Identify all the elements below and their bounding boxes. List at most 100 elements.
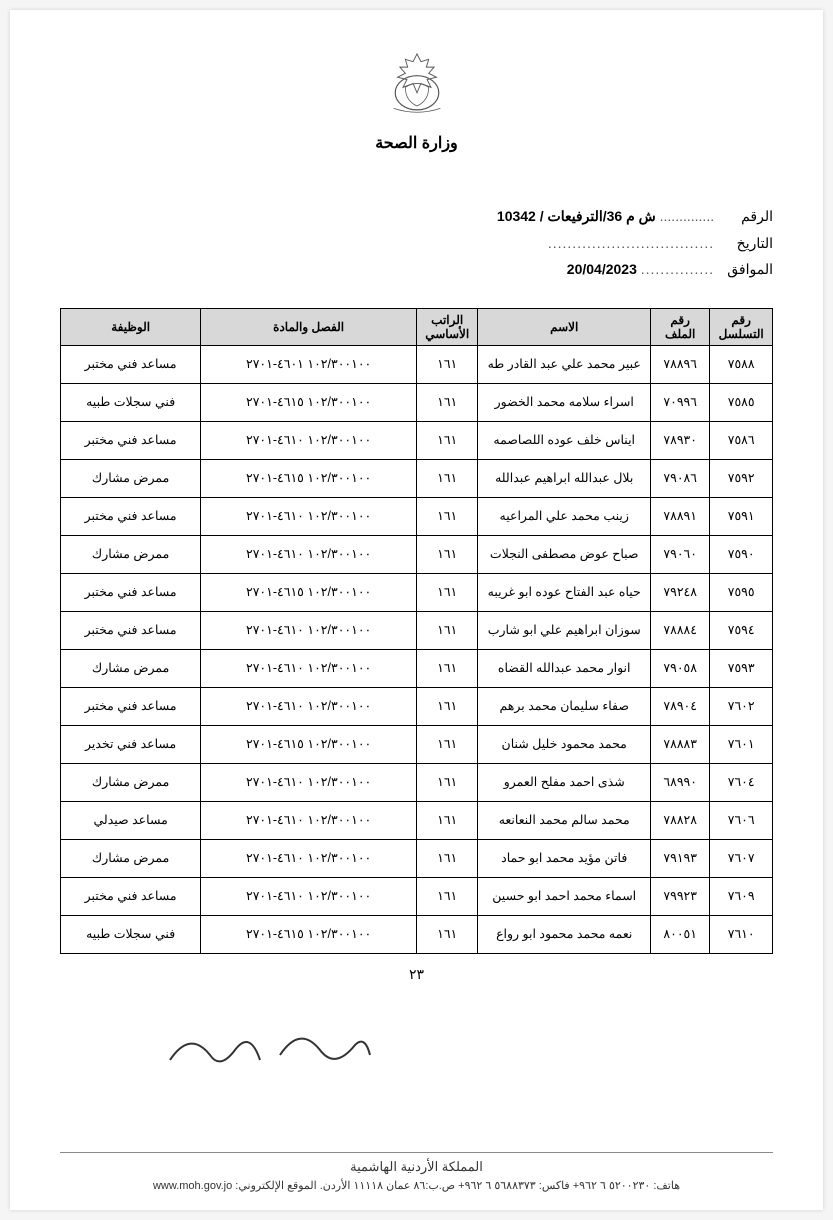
- cell-file: ٧٨٨٢٨: [651, 801, 710, 839]
- cell-file: ٧٨٨٩١: [651, 497, 710, 535]
- cell-serial: ٧٥٩٢: [710, 459, 773, 497]
- cell-salary: ١٦١: [417, 383, 478, 421]
- cell-name: انوار محمد عبدالله القضاه: [478, 649, 651, 687]
- cell-salary: ١٦١: [417, 687, 478, 725]
- cell-job: مساعد فني مختبر: [61, 573, 201, 611]
- dots: ...............: [641, 261, 714, 277]
- cell-serial: ٧٥٩٣: [710, 649, 773, 687]
- cell-job: مساعد فني تخدير: [61, 725, 201, 763]
- cell-salary: ١٦١: [417, 421, 478, 459]
- cell-file: ٨٠٠٥١: [651, 915, 710, 953]
- document-meta: الرقم .............. ش م 36/الترفيعات / …: [60, 203, 773, 283]
- cell-serial: ٧٦١٠: [710, 915, 773, 953]
- cell-job: ممرض مشارك: [61, 535, 201, 573]
- ministry-name: وزارة الصحة: [60, 133, 773, 153]
- cell-salary: ١٦١: [417, 801, 478, 839]
- cell-salary: ١٦١: [417, 915, 478, 953]
- cell-file: ٧٩٠٨٦: [651, 459, 710, 497]
- cell-job: ممرض مشارك: [61, 839, 201, 877]
- table-row: ٧٦١٠٨٠٠٥١نعمه محمد محمود ابو رواع١٦١١٠٢/…: [61, 915, 773, 953]
- cell-salary: ١٦١: [417, 345, 478, 383]
- footer-contact: هاتف: ٥٢٠٠٢٣٠ ٦ ٩٦٢+ فاكس: ٥٦٨٨٣٧٣ ٦ ٩٦٢…: [60, 1179, 773, 1192]
- table-row: ٧٦٠٢٧٨٩٠٤صفاء سليمان محمد برهم١٦١١٠٢/٣٠٠…: [61, 687, 773, 725]
- table-body: ٧٥٨٨٧٨٨٩٦عبير محمد علي عبد القادر طه١٦١١…: [61, 345, 773, 953]
- table-row: ٧٥٩٥٧٩٢٤٨حياه عبد الفتاح عوده ابو غريبه١…: [61, 573, 773, 611]
- cell-file: ٧٠٩٩٦: [651, 383, 710, 421]
- col-chapter-header: الفصل والمادة: [201, 308, 417, 345]
- cell-salary: ١٦١: [417, 611, 478, 649]
- table-row: ٧٥٨٥٧٠٩٩٦اسراء سلامه محمد الخضور١٦١١٠٢/٣…: [61, 383, 773, 421]
- cell-file: ٧٨٩٠٤: [651, 687, 710, 725]
- cell-job: مساعد فني مختبر: [61, 687, 201, 725]
- table-row: ٧٥٩٣٧٩٠٥٨انوار محمد عبدالله القضاه١٦١١٠٢…: [61, 649, 773, 687]
- cell-job: مساعد فني مختبر: [61, 345, 201, 383]
- cell-chapter: ١٠٢/٣٠٠١٠٠ ٤٦١٥-٢٧٠١: [201, 725, 417, 763]
- meta-date-row: التاريخ ................................…: [60, 230, 773, 257]
- table-row: ٧٥٩٢٧٩٠٨٦بلال عبدالله ابراهيم عبدالله١٦١…: [61, 459, 773, 497]
- cell-file: ٧٩٢٤٨: [651, 573, 710, 611]
- cell-file: ٧٩١٩٣: [651, 839, 710, 877]
- cell-chapter: ١٠٢/٣٠٠١٠٠ ٤٦١٠-٢٧٠١: [201, 839, 417, 877]
- cell-name: فاتن مؤيد محمد ابو حماد: [478, 839, 651, 877]
- col-file-header: رقم الملف: [651, 308, 710, 345]
- table-row: ٧٥٨٨٧٨٨٩٦عبير محمد علي عبد القادر طه١٦١١…: [61, 345, 773, 383]
- cell-serial: ٧٥٨٥: [710, 383, 773, 421]
- cell-name: زينب محمد علي المراعيه: [478, 497, 651, 535]
- dots: ..............: [660, 208, 714, 224]
- table-row: ٧٥٩٠٧٩٠٦٠صباح عوض مصطفى النجلات١٦١١٠٢/٣٠…: [61, 535, 773, 573]
- cell-job: مساعد فني مختبر: [61, 421, 201, 459]
- number-label: الرقم: [718, 203, 773, 230]
- cell-chapter: ١٠٢/٣٠٠١٠٠ ٤٦٠١-٢٧٠١: [201, 345, 417, 383]
- document-page: وزارة الصحة الرقم .............. ش م 36/…: [10, 10, 823, 1210]
- cell-file: ٦٨٩٩٠: [651, 763, 710, 801]
- corresponding-label: الموافق: [718, 256, 773, 283]
- cell-name: سوزان ابراهيم علي ابو شارب: [478, 611, 651, 649]
- cell-job: فني سجلات طبيه: [61, 383, 201, 421]
- cell-serial: ٧٦٠٧: [710, 839, 773, 877]
- cell-file: ٧٩٠٥٨: [651, 649, 710, 687]
- cell-name: عبير محمد علي عبد القادر طه: [478, 345, 651, 383]
- cell-name: محمد سالم محمد النعانعه: [478, 801, 651, 839]
- cell-job: ممرض مشارك: [61, 649, 201, 687]
- cell-salary: ١٦١: [417, 877, 478, 915]
- cell-name: اسماء محمد احمد ابو حسين: [478, 877, 651, 915]
- cell-job: مساعد فني مختبر: [61, 497, 201, 535]
- date-label: التاريخ: [718, 230, 773, 257]
- cell-salary: ١٦١: [417, 573, 478, 611]
- cell-salary: ١٦١: [417, 535, 478, 573]
- cell-salary: ١٦١: [417, 459, 478, 497]
- meta-corresponding-row: الموافق ............... 20/04/2023: [60, 256, 773, 283]
- signature-scribble: [160, 1020, 380, 1080]
- cell-salary: ١٦١: [417, 725, 478, 763]
- cell-salary: ١٦١: [417, 763, 478, 801]
- dots: ..................................: [548, 235, 714, 251]
- cell-salary: ١٦١: [417, 839, 478, 877]
- cell-serial: ٧٦٠٩: [710, 877, 773, 915]
- col-job-header: الوظيفة: [61, 308, 201, 345]
- cell-file: ٧٨٨٨٣: [651, 725, 710, 763]
- cell-chapter: ١٠٢/٣٠٠١٠٠ ٤٦١٠-٢٧٠١: [201, 497, 417, 535]
- cell-file: ٧٨٩٣٠: [651, 421, 710, 459]
- table-row: ٧٦٠٧٧٩١٩٣فاتن مؤيد محمد ابو حماد١٦١١٠٢/٣…: [61, 839, 773, 877]
- table-row: ٧٥٩١٧٨٨٩١زينب محمد علي المراعيه١٦١١٠٢/٣٠…: [61, 497, 773, 535]
- cell-job: ممرض مشارك: [61, 459, 201, 497]
- table-row: ٧٦٠٤٦٨٩٩٠شذى احمد مفلح العمرو١٦١١٠٢/٣٠٠١…: [61, 763, 773, 801]
- cell-job: مساعد صيدلي: [61, 801, 201, 839]
- cell-serial: ٧٥٩١: [710, 497, 773, 535]
- table-row: ٧٦٠١٧٨٨٨٣محمد محمود خليل شنان١٦١١٠٢/٣٠٠١…: [61, 725, 773, 763]
- cell-job: مساعد فني مختبر: [61, 611, 201, 649]
- table-row: ٧٥٩٤٧٨٨٨٤سوزان ابراهيم علي ابو شارب١٦١١٠…: [61, 611, 773, 649]
- cell-chapter: ١٠٢/٣٠٠١٠٠ ٤٦١٠-٢٧٠١: [201, 649, 417, 687]
- cell-name: اسراء سلامه محمد الخضور: [478, 383, 651, 421]
- cell-file: ٧٨٨٩٦: [651, 345, 710, 383]
- cell-chapter: ١٠٢/٣٠٠١٠٠ ٤٦١٥-٢٧٠١: [201, 459, 417, 497]
- cell-serial: ٧٦٠١: [710, 725, 773, 763]
- cell-name: صفاء سليمان محمد برهم: [478, 687, 651, 725]
- table-row: ٧٥٨٦٧٨٩٣٠ايناس خلف عوده اللصاصمه١٦١١٠٢/٣…: [61, 421, 773, 459]
- cell-chapter: ١٠٢/٣٠٠١٠٠ ٤٦١٥-٢٧٠١: [201, 573, 417, 611]
- crown-crest-icon: [377, 50, 457, 120]
- cell-serial: ٧٥٨٨: [710, 345, 773, 383]
- cell-serial: ٧٦٠٦: [710, 801, 773, 839]
- cell-chapter: ١٠٢/٣٠٠١٠٠ ٤٦١٠-٢٧٠١: [201, 687, 417, 725]
- cell-salary: ١٦١: [417, 649, 478, 687]
